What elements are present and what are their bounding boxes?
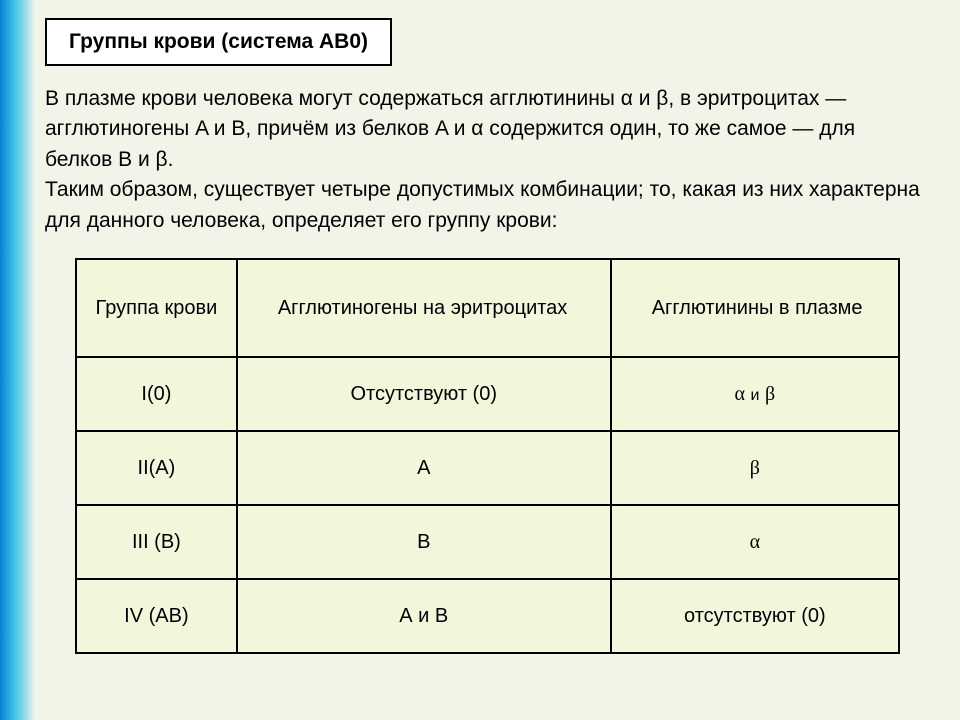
table-row: I(0) Отсутствуют (0) α и β bbox=[76, 357, 899, 431]
table-container: Группа крови Агглютиногены на эритроцита… bbox=[45, 258, 930, 654]
cell-agglutinins: α и β bbox=[611, 357, 899, 431]
table-header-row: Группа крови Агглютиногены на эритроцита… bbox=[76, 259, 899, 357]
cell-group: III (В) bbox=[76, 505, 237, 579]
header-agglutinogens: Агглютиногены на эритроцитах bbox=[237, 259, 611, 357]
page-title: Группы крови (система АВ0) bbox=[69, 30, 368, 53]
cell-group: I(0) bbox=[76, 357, 237, 431]
cell-agglutinogens: Отсутствуют (0) bbox=[237, 357, 611, 431]
cell-agglutinins: отсутствуют (0) bbox=[611, 579, 899, 653]
cell-agglutinogens: А bbox=[237, 431, 611, 505]
table-row: IV (АВ) А и В отсутствуют (0) bbox=[76, 579, 899, 653]
intro-paragraph: В плазме крови человека могут содержатьс… bbox=[45, 84, 930, 236]
header-agglutinins: Агглютинины в плазме bbox=[611, 259, 899, 357]
table-row: II(A) А β bbox=[76, 431, 899, 505]
blood-groups-table: Группа крови Агглютиногены на эритроцита… bbox=[75, 258, 900, 654]
cell-agglutinins: α bbox=[611, 505, 899, 579]
cell-agglutinins: β bbox=[611, 431, 899, 505]
content-area: Группы крови (система АВ0) В плазме кров… bbox=[0, 0, 960, 674]
cell-group: IV (АВ) bbox=[76, 579, 237, 653]
cell-agglutinogens: В bbox=[237, 505, 611, 579]
title-box: Группы крови (система АВ0) bbox=[45, 18, 392, 66]
table-row: III (В) В α bbox=[76, 505, 899, 579]
header-group: Группа крови bbox=[76, 259, 237, 357]
cell-group: II(A) bbox=[76, 431, 237, 505]
cell-agglutinogens: А и В bbox=[237, 579, 611, 653]
table-body: I(0) Отсутствуют (0) α и β II(A) А β III… bbox=[76, 357, 899, 653]
